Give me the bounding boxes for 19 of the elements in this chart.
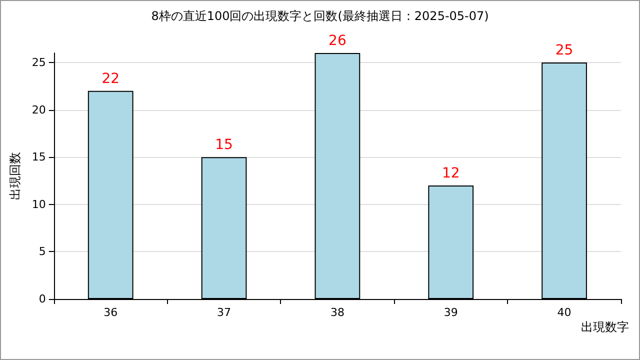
x-tick-label: 39 [444,306,458,319]
data-label: 26 [328,33,346,49]
data-label: 12 [442,165,460,182]
x-tick-label: 36 [104,306,118,319]
y-tick-label: 20 [32,103,46,116]
y-axis-title: 出現回数 [8,152,22,200]
y-tick-label: 10 [32,198,46,211]
y-tick-label: 0 [38,292,46,306]
x-tick-label: 40 [557,306,572,319]
data-label: 15 [215,137,233,154]
data-label: 22 [102,70,120,87]
y-tick-label: 15 [32,150,46,164]
x-axis-title: 出現数字 [581,320,629,334]
x-tick-label: 37 [217,306,232,319]
y-tick-label: 25 [32,56,46,69]
x-tick-label: 38 [330,306,344,319]
y-tick-label: 5 [38,245,46,258]
chart-title: 8枠の直近100回の出現数字と回数(最終抽選日：2025-05-07) [151,9,489,23]
data-label: 25 [555,42,574,58]
